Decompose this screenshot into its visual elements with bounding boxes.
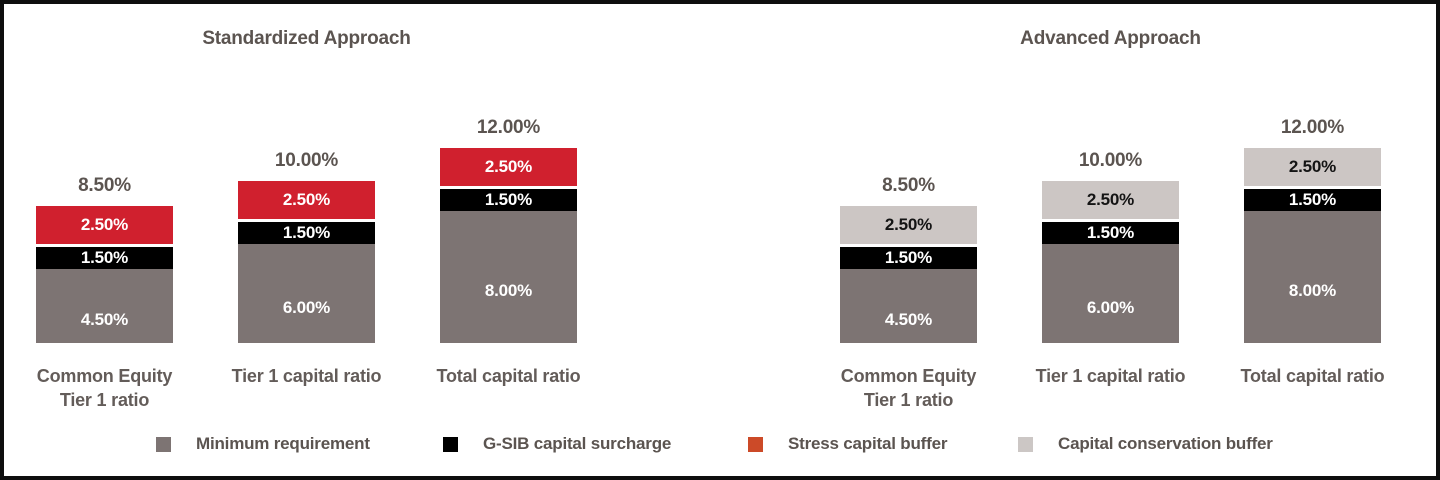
bar-segment: 1.50%: [1042, 219, 1179, 244]
legend-item-1: G-SIB capital surcharge: [443, 434, 671, 454]
legend-label: Minimum requirement: [196, 434, 370, 453]
bar-segment: 1.50%: [1244, 186, 1381, 211]
bar-segment: 2.50%: [36, 202, 173, 244]
bar-category-line: Total capital ratio: [436, 366, 581, 386]
legend-label: Capital conservation buffer: [1058, 434, 1273, 453]
bar-category-line: Total capital ratio: [1240, 366, 1385, 386]
panel-title-standardized: Standardized Approach: [202, 28, 411, 49]
bar-standardized-1: 6.00% 1.50% 2.50%: [238, 178, 375, 343]
bar-category-label: Common Equity Tier 1 ratio: [795, 364, 1022, 412]
legend-swatch: [443, 436, 458, 452]
bar-segment: 2.50%: [238, 178, 375, 220]
bar-segment: 1.50%: [36, 244, 173, 269]
bar-segment: 8.00%: [1244, 211, 1381, 343]
bar-segment: 1.50%: [840, 244, 977, 269]
bar-category-label: Tier 1 capital ratio: [997, 364, 1224, 388]
bar-segment: 2.50%: [1042, 178, 1179, 220]
bar-segment: 2.50%: [440, 145, 577, 187]
bar-category-line: Tier 1 ratio: [863, 390, 954, 410]
legend-label: Stress capital buffer: [788, 434, 948, 453]
panel-title-advanced: Advanced Approach: [1020, 28, 1201, 49]
bar-advanced-1: 6.00% 1.50% 2.50%: [1042, 178, 1179, 343]
bar-segment: 2.50%: [1244, 145, 1381, 187]
legend-item-2: Stress capital buffer: [748, 434, 947, 454]
bar-segment: 2.50%: [840, 202, 977, 244]
legend-label: G-SIB capital surcharge: [483, 434, 672, 453]
bar-category-line: Common Equity: [840, 366, 977, 386]
bar-category-label: Total capital ratio: [1199, 364, 1426, 388]
legend-swatch: [156, 436, 171, 452]
bar-standardized-2: 8.00% 1.50% 2.50%: [440, 145, 577, 343]
bar-category-label: Tier 1 capital ratio: [193, 364, 420, 388]
bar-total-label: 12.00%: [1280, 117, 1345, 138]
bar-total-label: 10.00%: [274, 150, 339, 171]
legend-item-3: Capital conservation buffer: [1018, 434, 1273, 454]
bar-total-label: 10.00%: [1078, 150, 1143, 171]
bar-category-label: Total capital ratio: [395, 364, 622, 388]
bar-total-label: 8.50%: [78, 174, 131, 196]
legend-swatch: [748, 436, 763, 452]
bar-total-label: 12.00%: [476, 117, 541, 138]
bar-segment: 1.50%: [440, 186, 577, 211]
bar-advanced-0: 4.50% 1.50% 2.50%: [840, 202, 977, 343]
bar-category-line: Common Equity: [36, 366, 173, 386]
bar-total-label: 8.50%: [882, 174, 935, 196]
bar-segment: 6.00%: [1042, 244, 1179, 343]
legend-item-0: Minimum requirement: [156, 434, 370, 454]
bar-segment: 8.00%: [440, 211, 577, 343]
chart-legend: Minimum requirement G-SIB capital surchar…: [4, 434, 1436, 456]
legend-swatch: [1018, 436, 1033, 452]
bar-category-line: Tier 1 capital ratio: [231, 366, 382, 386]
bar-category-line: Tier 1 capital ratio: [1035, 366, 1186, 386]
bar-category-label: Common Equity Tier 1 ratio: [4, 364, 218, 412]
bar-segment: 1.50%: [238, 219, 375, 244]
bar-segment: 4.50%: [36, 268, 173, 343]
bar-segment: 6.00%: [238, 244, 375, 343]
bar-segment: 4.50%: [840, 268, 977, 343]
bar-category-line: Tier 1 ratio: [59, 390, 150, 410]
bar-advanced-2: 8.00% 1.50% 2.50%: [1244, 145, 1381, 343]
bar-standardized-0: 4.50% 1.50% 2.50%: [36, 202, 173, 343]
